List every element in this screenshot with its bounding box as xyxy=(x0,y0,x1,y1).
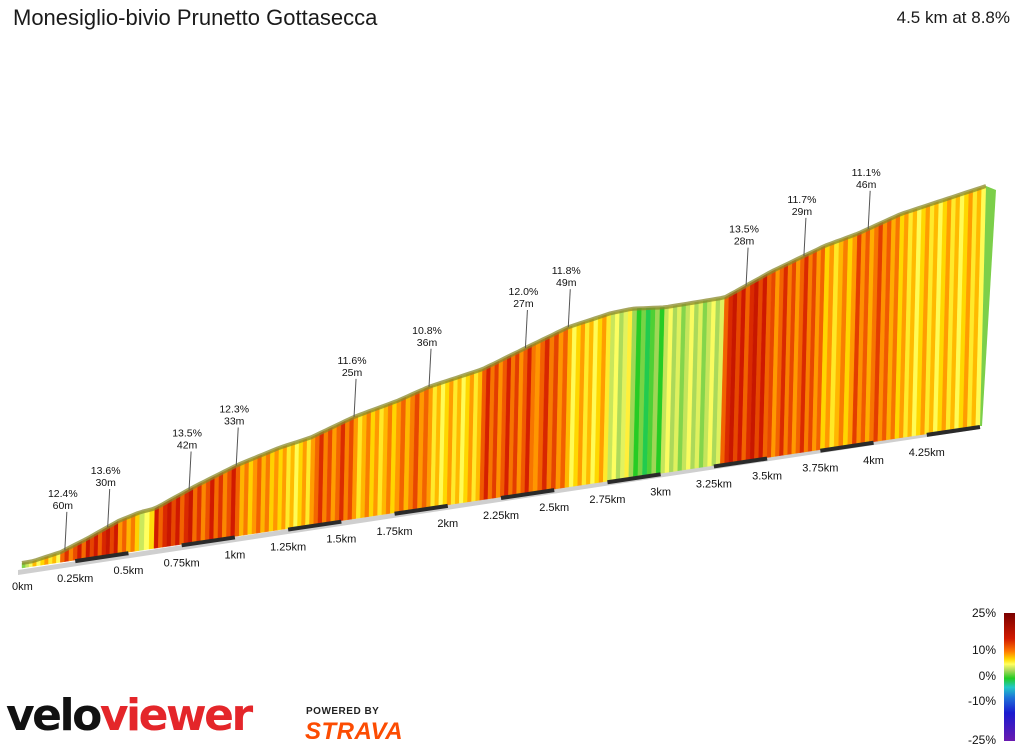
distance-tick-label: 4km xyxy=(863,455,884,467)
annotation-length: 42m xyxy=(177,440,198,452)
distance-tick-segment xyxy=(926,425,981,437)
distance-tick-label: 2.75km xyxy=(589,494,625,506)
distance-tick-label: 2.25km xyxy=(483,510,519,522)
annotation-length: 25m xyxy=(342,367,363,379)
distance-tick-label: 2km xyxy=(437,518,458,530)
powered-by-label: POWERED BY xyxy=(306,706,380,717)
annotation-grade: 13.6% xyxy=(91,465,121,477)
distance-tick-label: 3.75km xyxy=(802,463,838,475)
distance-tick-segment xyxy=(820,440,874,453)
distance-tick-segment xyxy=(500,488,555,500)
annotation-length: 49m xyxy=(556,277,577,289)
annotation-leader xyxy=(235,427,239,466)
annotation-grade: 11.6% xyxy=(338,355,367,367)
annotation-length: 36m xyxy=(417,337,438,349)
annotation-grade: 11.8% xyxy=(552,265,581,277)
gradient-legend-bar xyxy=(1004,613,1015,741)
distance-tick-segment xyxy=(713,456,768,469)
chart-title: Monesiglio-bivio Prunetto Gottasecca xyxy=(13,5,378,30)
distance-tick-label: 3.5km xyxy=(752,471,782,483)
annotation-leader xyxy=(107,488,111,528)
distance-tick-segment xyxy=(181,535,236,548)
annotation-grade: 13.5% xyxy=(172,428,202,440)
distance-tick-label: 1km xyxy=(224,549,245,561)
legend-label-max: 25% xyxy=(971,606,996,620)
annotation-leader xyxy=(867,190,871,229)
annotation-length: 29m xyxy=(792,206,813,218)
strava-logo[interactable]: STRAVA xyxy=(305,718,404,745)
annotation-leader xyxy=(188,451,192,490)
distance-tick-segment xyxy=(607,472,661,485)
distance-tick-segment xyxy=(394,503,449,516)
annotation-length: 28m xyxy=(734,236,755,248)
distance-tick-label: 4.25km xyxy=(909,447,945,459)
distance-tick-label: 1.25km xyxy=(270,542,306,554)
annotation-length: 60m xyxy=(53,500,74,512)
distance-tick-label: 0km xyxy=(12,581,33,593)
annotation-grade: 10.8% xyxy=(412,325,442,337)
distance-tick-label: 1.75km xyxy=(377,526,413,538)
distance-tick-label: 2.5km xyxy=(539,502,569,514)
legend-label-low: -10% xyxy=(967,694,996,708)
annotation-length: 27m xyxy=(513,298,534,310)
veloviewer-logo[interactable]: veloviewer xyxy=(6,694,253,738)
annotation-grade: 12.0% xyxy=(509,286,539,298)
annotation-leader xyxy=(524,310,528,349)
climb-summary: 4.5 km at 8.8% xyxy=(896,8,1010,27)
profile-top-edge xyxy=(21,184,987,565)
distance-tick-label: 3.25km xyxy=(696,478,732,490)
profile-end-face xyxy=(980,186,996,426)
annotation-grade: 13.5% xyxy=(729,224,759,236)
annotation-leader xyxy=(428,348,432,387)
annotation-leader xyxy=(803,217,807,256)
distance-tick-label: 1.5km xyxy=(326,534,356,546)
legend-label-zero: 0% xyxy=(978,669,996,683)
distance-tick-segment xyxy=(287,519,342,532)
annotation-grade: 12.4% xyxy=(48,488,78,500)
logo-velo: velo xyxy=(6,690,102,741)
annotation-length: 46m xyxy=(856,179,877,191)
annotation-length: 30m xyxy=(95,477,116,489)
logo-viewer: viewer xyxy=(99,690,253,741)
annotation-leader xyxy=(567,289,571,328)
legend-label-high: 10% xyxy=(971,643,996,657)
annotation-grade: 11.7% xyxy=(787,194,816,206)
annotation-leader xyxy=(745,247,749,286)
distance-tick-label: 3km xyxy=(650,486,671,498)
annotation-length: 33m xyxy=(224,415,245,427)
gradient-slice xyxy=(105,525,111,556)
distance-tick-segment xyxy=(74,551,129,564)
distance-tick-label: 0.25km xyxy=(57,573,93,585)
annotation-leader xyxy=(64,511,68,550)
distance-tick-label: 0.75km xyxy=(164,557,200,569)
annotation-leader xyxy=(353,378,357,417)
legend-label-min: -25% xyxy=(967,733,996,747)
annotation-grade: 11.1% xyxy=(852,167,881,179)
distance-tick-label: 0.5km xyxy=(113,565,143,577)
annotation-grade: 12.3% xyxy=(219,403,249,415)
